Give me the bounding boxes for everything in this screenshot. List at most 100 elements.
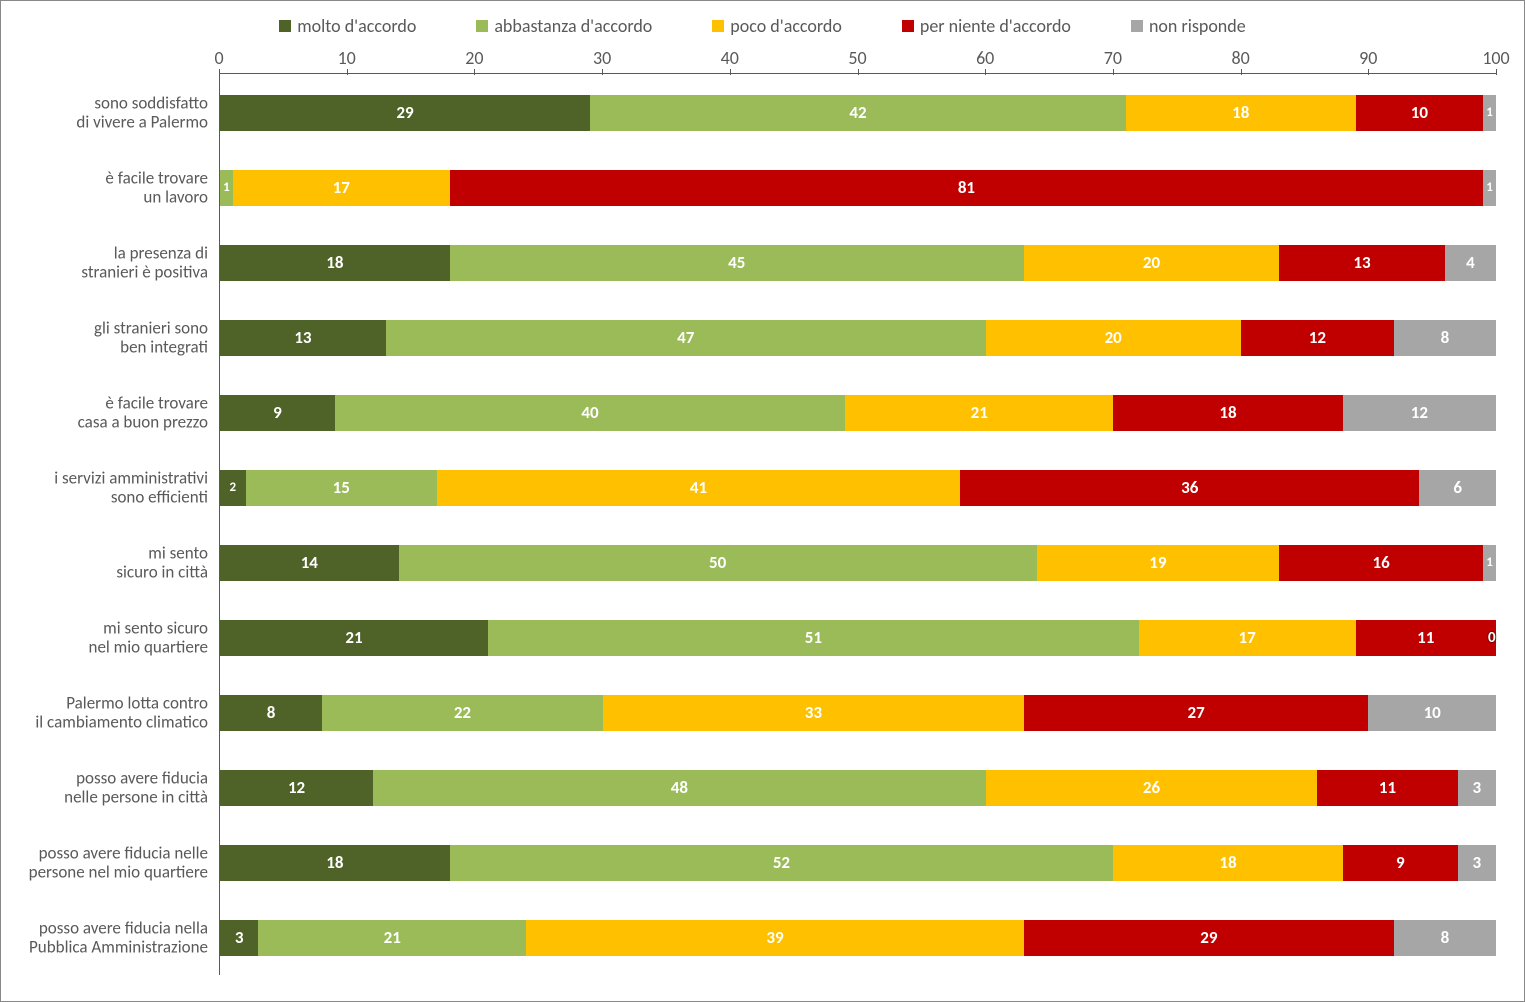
stacked-bar: 145019161 [220, 545, 1496, 581]
data-label: 50 [709, 552, 726, 573]
data-label: 81 [958, 177, 975, 198]
data-label: 12 [1411, 402, 1428, 423]
data-label: 48 [671, 777, 688, 798]
chart-row: sono soddisfattodi vivere a Palermo29421… [220, 75, 1496, 150]
data-label: 9 [1396, 852, 1405, 873]
data-label: 11 [1417, 627, 1434, 648]
category-label: posso avere fiducia nellepersone nel mio… [8, 843, 208, 882]
bar-segment: 3 [1458, 845, 1496, 881]
data-label: 21 [345, 627, 362, 648]
bar-segment: 9 [1343, 845, 1458, 881]
category-label: mi sento sicuronel mio quartiere [8, 618, 208, 657]
bar-segment: 48 [373, 770, 985, 806]
bar-segment: 9 [220, 395, 335, 431]
axis-tick-label: 40 [721, 47, 739, 69]
data-label: 17 [333, 177, 350, 198]
legend: molto d'accordoabbastanza d'accordopoco … [9, 9, 1516, 47]
data-label: 12 [1309, 327, 1326, 348]
data-label: 21 [384, 927, 401, 948]
data-label: 10 [1411, 102, 1428, 123]
bar-segment: 20 [1024, 245, 1279, 281]
data-label: 3 [235, 927, 244, 948]
stacked-bar: 184520134 [220, 245, 1496, 281]
bar-segment: 3 [1458, 770, 1496, 806]
chart-row: posso avere fiducia nellaPubblica Ammini… [220, 900, 1496, 975]
bar-segment: 26 [986, 770, 1318, 806]
data-label: 20 [1143, 252, 1160, 273]
data-label: 1 [1486, 180, 1493, 195]
axis-tick-label: 0 [214, 47, 223, 69]
bar-segment: 8 [1394, 920, 1496, 956]
legend-swatch [902, 20, 914, 32]
stacked-bar: 215117110 [220, 620, 1496, 656]
bar-segment: 12 [1343, 395, 1496, 431]
bar-segment: 36 [960, 470, 1419, 506]
bar-segment: 39 [526, 920, 1024, 956]
stacked-bar: 21541366 [220, 470, 1496, 506]
data-label: 13 [1353, 252, 1370, 273]
data-label: 8 [1441, 927, 1450, 948]
axis-tick-label: 50 [848, 47, 866, 69]
data-label: 1 [1486, 555, 1493, 570]
data-label: 19 [1149, 552, 1166, 573]
category-label: posso avere fiducia nellaPubblica Ammini… [8, 918, 208, 957]
stacked-bar: 18521893 [220, 845, 1496, 881]
axis-tick-label: 90 [1359, 47, 1377, 69]
data-label: 3 [1473, 777, 1482, 798]
bar-segment: 81 [450, 170, 1484, 206]
bar-segment: 10 [1356, 95, 1484, 131]
bar-segment: 45 [450, 245, 1024, 281]
chart-row: posso avere fiducianelle persone in citt… [220, 750, 1496, 825]
data-label: 18 [1219, 852, 1236, 873]
category-label: sono soddisfattodi vivere a Palermo [8, 93, 208, 132]
stacked-bar: 32139298 [220, 920, 1496, 956]
data-label: 42 [849, 102, 866, 123]
data-label: 36 [1181, 477, 1198, 498]
data-label: 51 [805, 627, 822, 648]
bar-segment: 20 [986, 320, 1241, 356]
axis-tick-label: 10 [338, 47, 356, 69]
bar-segment: 22 [322, 695, 603, 731]
bar-segment: 29 [220, 95, 590, 131]
bar-segment: 12 [1241, 320, 1394, 356]
data-label: 18 [326, 252, 343, 273]
data-label: 45 [728, 252, 745, 273]
category-label: è facile trovarecasa a buon prezzo [8, 393, 208, 432]
bar-segment: 50 [399, 545, 1037, 581]
legend-swatch [476, 20, 488, 32]
data-label: 8 [267, 702, 276, 723]
bar-segment: 13 [220, 320, 386, 356]
stacked-bar-chart: molto d'accordoabbastanza d'accordopoco … [0, 0, 1525, 1002]
chart-row: è facile trovareun lavoro117811 [220, 150, 1496, 225]
axis-tick-label: 20 [465, 47, 483, 69]
bar-segment: 17 [233, 170, 450, 206]
legend-swatch [712, 20, 724, 32]
legend-label: non risponde [1149, 15, 1246, 37]
bar-segment: 11 [1356, 620, 1496, 656]
axis-tick [1496, 69, 1497, 75]
bar-segment: 18 [1113, 395, 1343, 431]
category-label: posso avere fiducianelle persone in citt… [8, 768, 208, 807]
bar-segment: 1 [1483, 95, 1496, 131]
bar-segment: 47 [386, 320, 986, 356]
legend-label: abbastanza d'accordo [494, 15, 652, 37]
axis-tick-label: 30 [593, 47, 611, 69]
bar-segment: 19 [1037, 545, 1279, 581]
data-label: 1 [223, 180, 230, 195]
bar-segment: 42 [590, 95, 1126, 131]
chart-row: posso avere fiducia nellepersone nel mio… [220, 825, 1496, 900]
chart-row: i servizi amministrativisono efficienti2… [220, 450, 1496, 525]
stacked-bar: 940211812 [220, 395, 1496, 431]
data-label: 21 [971, 402, 988, 423]
bar-segment: 13 [1279, 245, 1445, 281]
bar-segment: 1 [220, 170, 233, 206]
data-label: 52 [773, 852, 790, 873]
stacked-bar: 294218101 [220, 95, 1496, 131]
bar-segment: 16 [1279, 545, 1483, 581]
bar-segment: 18 [1113, 845, 1343, 881]
bar-segment: 6 [1419, 470, 1496, 506]
data-label: 15 [333, 477, 350, 498]
stacked-bar: 134720128 [220, 320, 1496, 356]
data-label: 39 [766, 927, 783, 948]
bar-segment: 51 [488, 620, 1139, 656]
